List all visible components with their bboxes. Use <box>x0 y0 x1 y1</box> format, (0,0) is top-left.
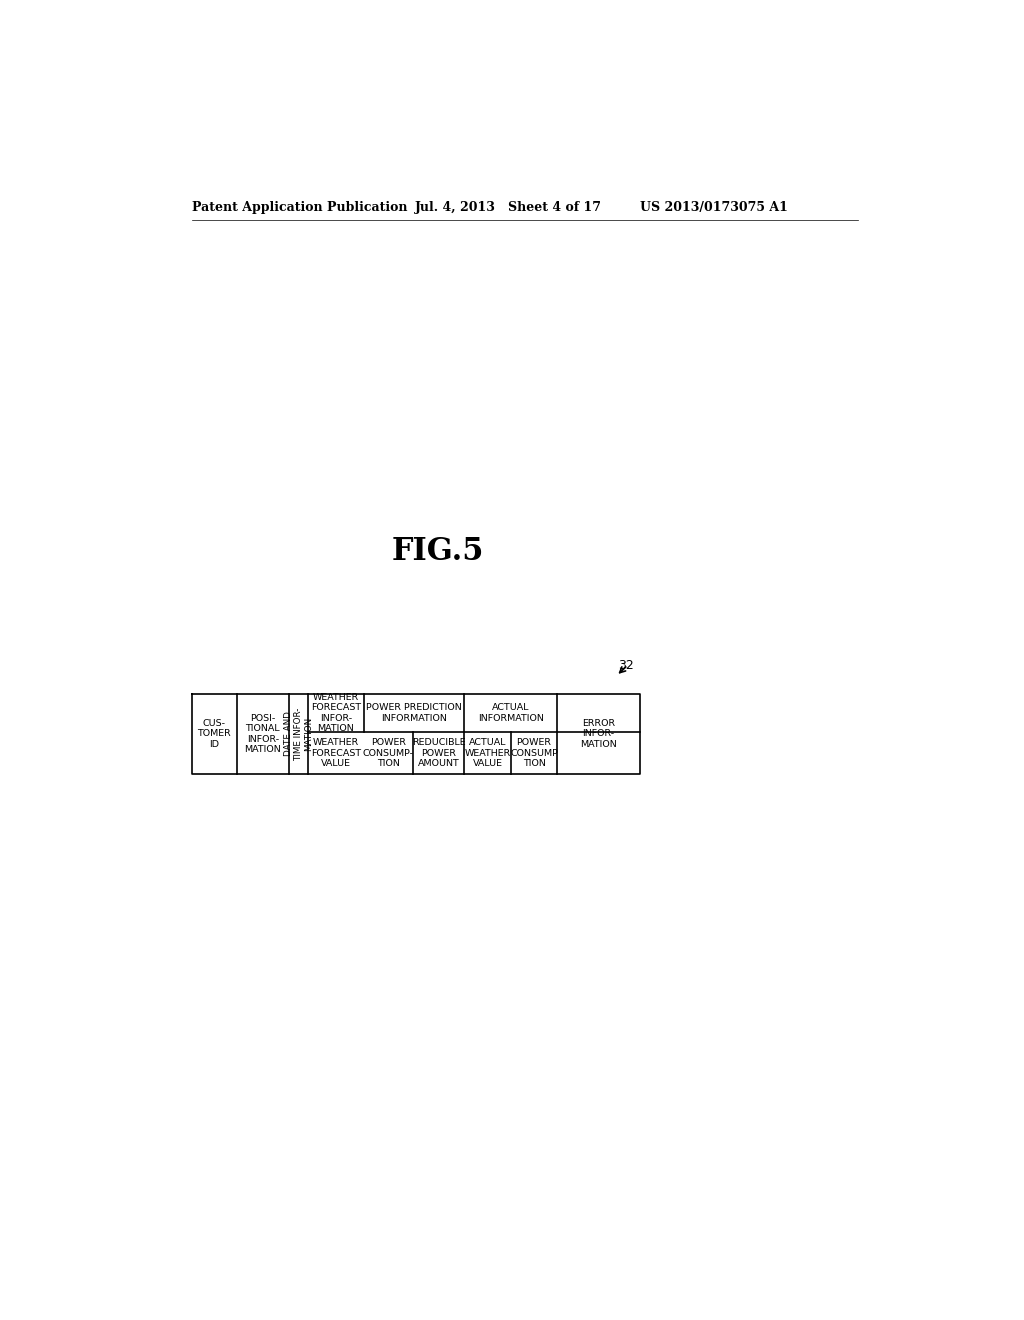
Text: DATE AND
TIME INFOR-
MATION: DATE AND TIME INFOR- MATION <box>284 708 313 760</box>
Text: REDUCIBLE
POWER
AMOUNT: REDUCIBLE POWER AMOUNT <box>412 738 466 768</box>
Text: US 2013/0173075 A1: US 2013/0173075 A1 <box>640 201 787 214</box>
Text: Patent Application Publication: Patent Application Publication <box>191 201 408 214</box>
Text: POWER
CONSUMP-
TION: POWER CONSUMP- TION <box>362 738 414 768</box>
Text: CUS-
TOMER
ID: CUS- TOMER ID <box>198 719 230 748</box>
Text: WEATHER
FORECAST
VALUE: WEATHER FORECAST VALUE <box>310 738 360 768</box>
Text: POWER PREDICTION
INFORMATION: POWER PREDICTION INFORMATION <box>367 704 462 722</box>
Text: ACTUAL
WEATHER
VALUE: ACTUAL WEATHER VALUE <box>465 738 511 768</box>
Text: FIG.5: FIG.5 <box>391 536 484 566</box>
Text: 32: 32 <box>617 659 634 672</box>
Text: POWER
CONSUMP
TION: POWER CONSUMP TION <box>510 738 558 768</box>
Text: ERROR
INFOR-
MATION: ERROR INFOR- MATION <box>580 719 616 748</box>
Text: ACTUAL
INFORMATION: ACTUAL INFORMATION <box>478 704 544 722</box>
Text: Jul. 4, 2013   Sheet 4 of 17: Jul. 4, 2013 Sheet 4 of 17 <box>415 201 602 214</box>
Text: WEATHER
FORECAST
INFOR-
MATION: WEATHER FORECAST INFOR- MATION <box>310 693 360 733</box>
Text: POSI-
TIONAL
INFOR-
MATION: POSI- TIONAL INFOR- MATION <box>245 714 282 754</box>
